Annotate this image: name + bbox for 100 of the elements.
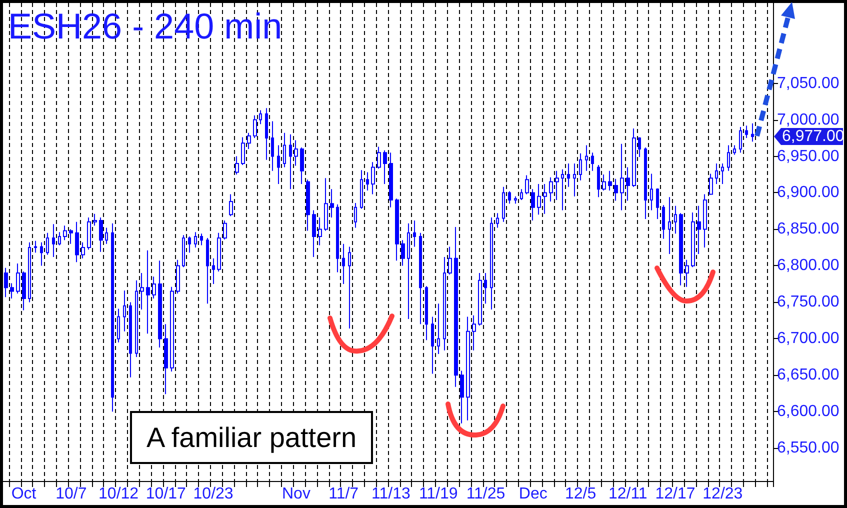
y-tick-label: 6,900.00 (777, 184, 840, 202)
candlestick (170, 286, 174, 372)
candlestick (597, 164, 600, 198)
candlestick (212, 258, 215, 284)
x-tick-label: 12/11 (608, 486, 648, 502)
candlestick (389, 152, 393, 208)
candlestick (425, 286, 428, 341)
candlestick (383, 150, 387, 184)
candlestick (306, 179, 310, 232)
y-tick-label: 7,050.00 (777, 74, 840, 92)
candlestick (63, 225, 67, 241)
candlestick (525, 174, 529, 195)
candlestick (105, 227, 108, 244)
chart-title: ESH26 - 240 min (8, 6, 282, 46)
candlestick (431, 316, 434, 374)
x-tick-label: 12/5 (564, 486, 596, 502)
candlestick (10, 282, 14, 300)
candlestick (99, 217, 103, 252)
candlestick (460, 370, 464, 424)
candlestick (591, 152, 594, 172)
x-tick-label: 11/19 (418, 486, 458, 502)
x-tick-label: 11/25 (466, 486, 506, 502)
candlestick (419, 232, 422, 325)
x-tick-label: 10/7 (56, 486, 87, 502)
y-tick-label: 6,850.00 (777, 220, 840, 238)
candlestick (194, 232, 197, 248)
x-tick-label: Nov (282, 486, 310, 502)
candlestick (685, 259, 689, 288)
candlestick (140, 272, 144, 310)
candlestick (656, 188, 659, 220)
candlestick (247, 132, 251, 150)
candlestick (28, 242, 31, 303)
candlestick (602, 174, 606, 192)
candlestick (123, 290, 126, 332)
candlestick (751, 122, 754, 142)
candlestick (644, 146, 647, 220)
candlestick (336, 204, 339, 273)
candlestick (300, 146, 304, 184)
candlestick (294, 140, 298, 166)
candlestick (235, 156, 239, 175)
candlestick (158, 260, 162, 348)
candlestick (129, 302, 132, 378)
candlestick (342, 243, 345, 284)
text: 6,977.00 (774, 128, 844, 146)
candlestick (448, 246, 452, 275)
y-tick-label: 6,950.00 (777, 148, 840, 165)
candlestick (745, 125, 748, 139)
y-tick-label: 6,700.00 (777, 330, 840, 348)
candlestick (283, 132, 286, 168)
candlestick (366, 172, 369, 192)
candlestick (354, 202, 357, 228)
candlestick (709, 173, 713, 196)
x-tick-label: 11/7 (328, 486, 359, 502)
candlestick (620, 143, 624, 211)
candlestick (632, 128, 636, 188)
candlestick (69, 228, 73, 244)
candlestick (330, 188, 334, 218)
candlestick (152, 276, 156, 300)
candlestick (318, 217, 322, 246)
candlestick (496, 212, 499, 228)
x-tick-label: Oct (11, 486, 37, 502)
candlestick (401, 240, 405, 266)
candlestick (377, 146, 381, 170)
candlestick (223, 220, 227, 240)
x-tick-label: 11/13 (372, 486, 411, 502)
candlestick (502, 186, 505, 222)
y-tick-label: 6,750.00 (777, 294, 840, 311)
candlestick (407, 222, 410, 320)
candlestick (217, 232, 221, 272)
candlestick (585, 144, 588, 172)
candlestick (75, 221, 79, 263)
candlestick (478, 272, 482, 326)
candlestick (259, 110, 262, 125)
candlestick (40, 242, 43, 266)
y-tick-label: 6,600.00 (777, 403, 840, 420)
candlestick (176, 259, 180, 294)
candlestick (437, 303, 440, 355)
candlestick (413, 220, 416, 248)
annotation: A familiar pattern (130, 411, 373, 464)
candlestick (514, 196, 517, 204)
candlestick (265, 108, 268, 160)
y-tick-label: 6,550.00 (777, 440, 840, 457)
candlestick (662, 204, 665, 240)
candlestick (721, 163, 724, 184)
candlestick (22, 271, 26, 311)
x-tick-label: 10/17 (146, 486, 186, 502)
candlestick (674, 205, 677, 234)
candlestick (484, 272, 487, 304)
candlestick (543, 183, 547, 214)
candlestick (58, 232, 61, 246)
candlestick (715, 163, 718, 184)
candlestick (229, 194, 233, 217)
candlestick (555, 170, 559, 201)
candlestick (727, 144, 730, 172)
candlestick (579, 152, 582, 181)
candlestick (271, 120, 274, 172)
candlestick (348, 246, 351, 329)
candlestick (567, 163, 570, 188)
candlestick (200, 233, 203, 246)
candlestick (289, 134, 292, 190)
